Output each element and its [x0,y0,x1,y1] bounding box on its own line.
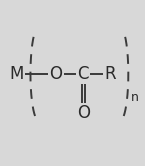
Text: O: O [77,104,90,122]
Text: O: O [49,65,62,83]
Text: C: C [78,65,89,83]
Text: M: M [9,65,24,83]
Text: R: R [104,65,116,83]
Text: n: n [131,91,139,104]
